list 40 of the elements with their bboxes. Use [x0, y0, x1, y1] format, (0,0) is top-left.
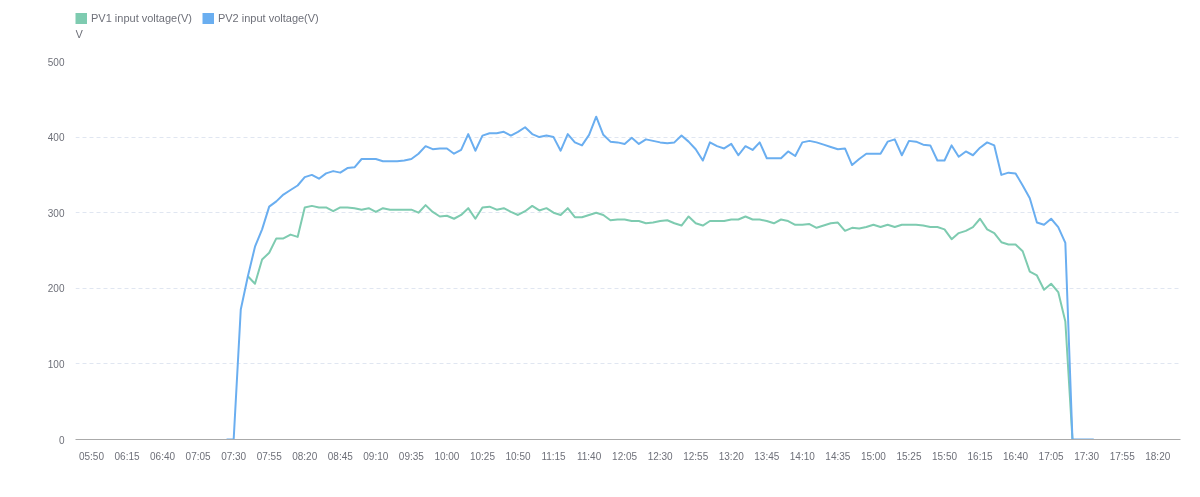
- x-tick-label: 18:20: [1145, 450, 1171, 462]
- x-tick-label: 09:35: [398, 450, 425, 462]
- legend-label: PV2 input voltage(V): [217, 12, 319, 24]
- x-tick-label: 07:30: [221, 450, 247, 462]
- x-tick-label: 13:20: [718, 450, 745, 462]
- x-tick-label: 09:10: [363, 450, 389, 462]
- legend-label: PV1 input voltage(V): [91, 12, 192, 24]
- y-tick-label: 200: [47, 283, 65, 295]
- x-tick-label: 06:40: [150, 450, 176, 462]
- x-tick-label: 10:00: [434, 450, 460, 462]
- x-tick-label: 15:50: [931, 450, 958, 462]
- x-tick-label: 16:15: [967, 450, 993, 462]
- x-tick-label: 17:55: [1109, 450, 1136, 462]
- y-tick-label: 500: [47, 56, 65, 68]
- y-tick-label: 0: [58, 434, 65, 446]
- x-tick-label: 14:10: [789, 450, 816, 462]
- x-tick-label: 10:25: [469, 450, 496, 462]
- x-tick-label: 15:00: [860, 450, 887, 462]
- x-tick-label: 16:40: [1003, 450, 1029, 462]
- x-tick-label: 17:30: [1074, 450, 1100, 462]
- x-tick-label: 11:15: [541, 450, 567, 462]
- x-tick-label: 14:35: [825, 450, 851, 462]
- x-tick-label: 12:55: [683, 450, 709, 462]
- x-tick-label: 13:45: [754, 450, 780, 462]
- y-tick-label: 100: [47, 358, 65, 370]
- y-tick-label: 300: [47, 207, 65, 219]
- x-tick-label: 08:45: [327, 450, 354, 462]
- x-tick-label: 07:55: [256, 450, 283, 462]
- x-tick-label: 11:40: [576, 450, 602, 462]
- x-tick-label: 15:25: [896, 450, 922, 462]
- x-tick-label: 12:30: [647, 450, 674, 462]
- y-tick-label: 400: [47, 132, 65, 144]
- x-tick-label: 05:50: [78, 450, 105, 462]
- x-tick-label: 08:20: [292, 450, 318, 462]
- x-tick-label: 10:50: [505, 450, 531, 462]
- y-axis-title: V: [75, 27, 84, 40]
- x-tick-label: 07:05: [185, 450, 212, 462]
- x-tick-label: 17:05: [1038, 450, 1065, 462]
- x-tick-label: 12:05: [612, 450, 638, 462]
- x-tick-label: 06:15: [114, 450, 140, 462]
